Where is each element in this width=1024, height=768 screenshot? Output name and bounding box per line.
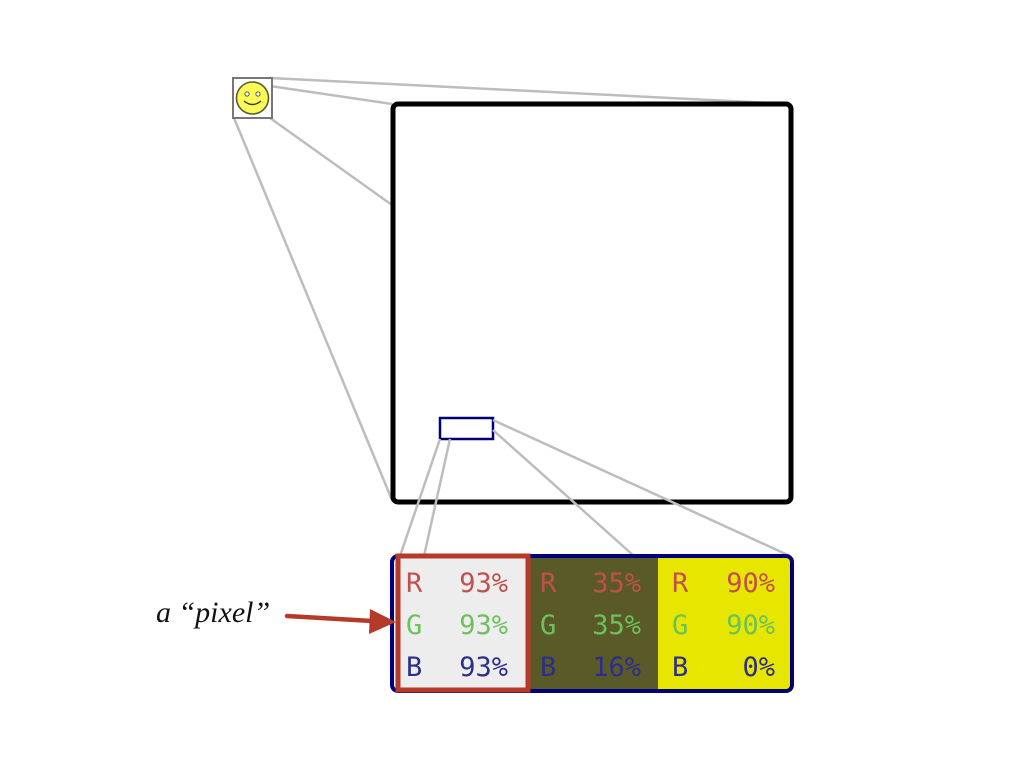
pixel-2-b-letter: B [540,652,556,683]
pixel-cell-1-bg [393,557,527,690]
pixel-values-panel: R 93% G 93% B 93% R 35% G 35% B 16% R 90… [390,553,794,693]
pixel-2-g-letter: G [540,610,556,641]
pixel-3-r-value: 90% [726,568,775,599]
pixel-cell-3-bg [658,557,791,690]
thumbnail-smiley [232,77,273,119]
pixel-connector-lines [398,418,791,558]
zoom-connector-lines [232,76,791,501]
pixel-highlight-box [395,553,531,693]
pixel-2-g-value: 35% [592,610,641,641]
pixel-caption: a “pixel” [156,596,271,629]
zoomed-smiley [394,105,790,501]
pixel-1-b-value: 93% [459,652,508,683]
pixel-1-r-letter: R [406,568,423,599]
selected-pixels-box [438,416,495,441]
pixel-3-b-letter: B [672,652,688,683]
pixel-3-g-letter: G [672,610,688,641]
pixel-3-g-value: 90% [726,610,775,641]
pixel-2-r-letter: R [540,568,557,599]
pixel-1-r-value: 93% [459,568,508,599]
pixel-1-g-value: 93% [459,610,508,641]
pixel-cell-2-bg [527,557,658,690]
zoom-frame [390,101,794,505]
pixel-3-b-value: 0% [742,652,775,683]
pixel-2-b-value: 16% [592,652,641,683]
pixel-pointer-arrow [284,609,396,634]
pixel-1-g-letter: G [406,610,422,641]
pixel-1-b-letter: B [406,652,422,683]
pixel-2-r-value: 35% [592,568,641,599]
pixel-3-r-letter: R [672,568,689,599]
